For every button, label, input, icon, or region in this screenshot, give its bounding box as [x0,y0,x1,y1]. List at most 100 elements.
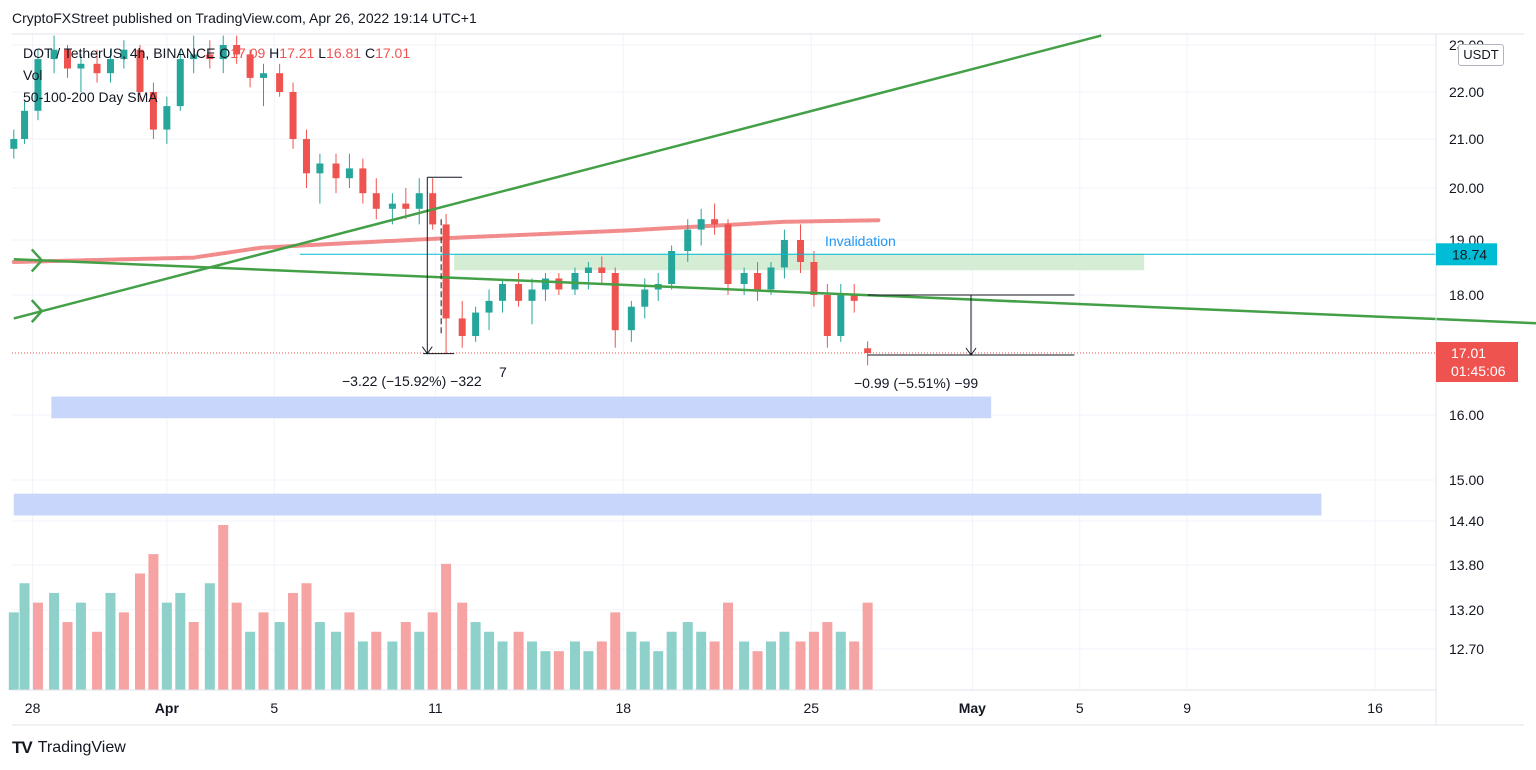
candle [21,101,29,144]
volume-bar [387,641,398,690]
candle [684,219,692,262]
time-tick-label: 18 [616,700,632,716]
volume-bar [835,631,846,690]
volume-bar [105,592,116,690]
volume-bar [639,641,650,690]
candle [190,35,198,74]
price-badge-countdown: 01:45:06 [1451,363,1506,379]
price-tick-label: 20.00 [1449,180,1484,196]
time-tick-label: 25 [803,700,819,716]
volume-bar [682,622,693,690]
volume-bar [626,631,637,690]
candle-body [837,295,845,337]
candle [797,224,805,273]
candle-body [697,219,705,230]
arrow-down-icon [965,347,977,356]
volume-bar [808,631,819,690]
candle-body [780,240,788,268]
candle [50,35,58,74]
price-tick-label: 22.00 [1449,84,1484,100]
volume-bar [470,622,481,690]
candle [810,251,818,307]
volume-bar [765,641,776,690]
volume-bar [739,641,750,690]
candle [332,153,340,194]
volume-bar [540,651,551,690]
measure-left-suffix: 7 [499,364,507,380]
volume-legend[interactable]: Vol [23,67,43,83]
time-tick-label: 28 [25,700,41,716]
candle-body [149,92,157,130]
volume-bar [513,631,524,690]
price-badge-value: 17.01 [1451,345,1486,361]
candle-body [584,267,592,273]
volume-bar [596,641,607,690]
volume-bar [32,602,43,690]
candle [515,273,523,307]
footer-brand[interactable]: TV TradingView [12,738,126,758]
currency-unit-button[interactable]: USDT [1458,44,1504,66]
symbol-name: DOT / TetherUS, 4h, BINANCE [23,45,216,61]
volume-bar [414,631,425,690]
candle [442,214,450,354]
price-tick-label: 12.70 [1449,641,1484,657]
volume-bar [610,612,621,690]
level-badge-value: 18.74 [1452,246,1487,262]
volume-bar [314,622,325,690]
candle [163,96,171,144]
candle [555,273,563,295]
price-badge [1436,342,1518,382]
sma-legend[interactable]: 50-100-200 Day SMA [23,89,158,105]
volume-bar [245,631,256,690]
price-tick-label: 13.20 [1449,602,1484,618]
candle-body [458,318,466,337]
candle-body [823,295,831,337]
trendline-arrow-icon [30,248,44,273]
candle-body [498,284,506,301]
support-zone-1 [51,396,992,419]
candle-body [260,73,268,78]
volume-bar [188,622,199,690]
candle [120,40,128,69]
trendline-rising [13,34,1102,320]
time-tick-label: 5 [1076,700,1084,716]
volume-bar [175,592,186,690]
candle-body [136,49,144,92]
candle-body [668,251,676,284]
candle-body [485,300,493,313]
time-tick-label: Apr [155,700,180,716]
volume-bar [75,602,86,690]
candle-body [611,273,619,331]
candle-body [797,240,805,262]
candle [528,278,536,325]
volume-bar [301,583,312,690]
volume-bar [357,641,368,690]
volume-bar [19,583,30,690]
volume-bar [118,612,129,690]
candle [260,63,268,107]
volume-bar [862,602,873,690]
volume-bar [709,641,720,690]
high-label: H [269,45,280,61]
arrow-down-icon [421,346,433,355]
volume-bar [441,563,452,690]
candle-body [93,63,101,74]
volume-bar [752,651,763,690]
price-tick-label: 16.00 [1449,407,1484,423]
candle [206,40,214,69]
candle [754,262,762,301]
price-tick-label: 21.00 [1449,131,1484,147]
volume-bar [92,631,103,690]
candle-body [120,49,128,60]
volume-bar [723,602,734,690]
candle [724,219,732,295]
candle-body [219,45,227,60]
price-tick-label: 13.80 [1449,557,1484,573]
candle [345,153,353,188]
candle [767,262,775,295]
volume-bar [231,602,242,690]
candle [246,49,254,88]
candle-body [372,193,380,209]
symbol-legend[interactable]: DOT / TetherUS, 4h, BINANCE O17.09 H17.2… [23,45,410,61]
